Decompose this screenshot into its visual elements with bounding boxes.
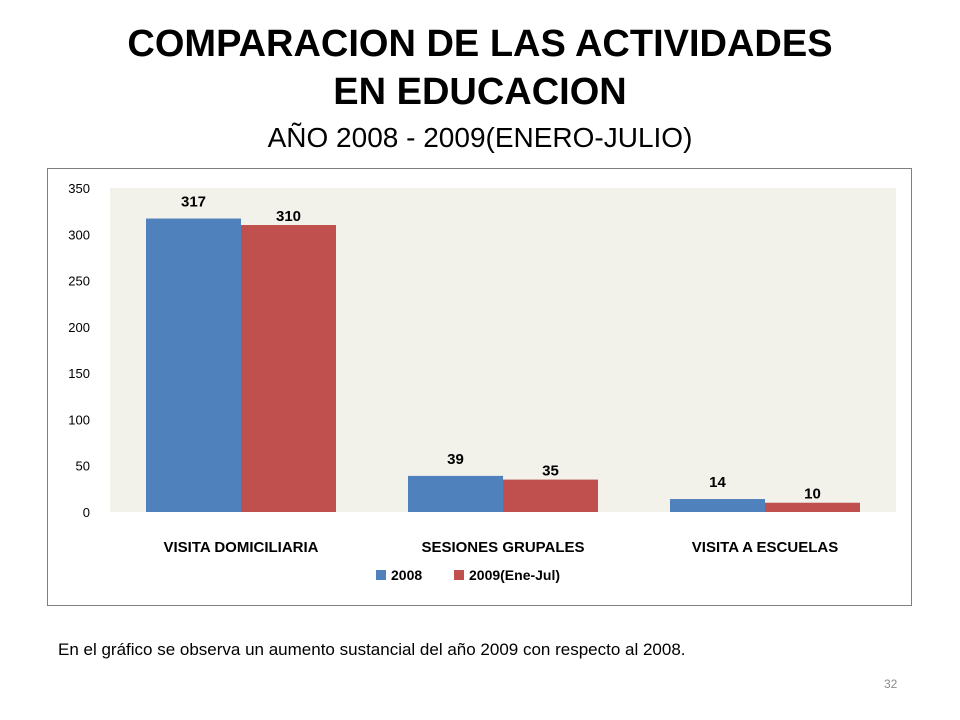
- slide-title-block: COMPARACION DE LAS ACTIVIDADES EN EDUCAC…: [0, 20, 960, 158]
- data-label: 317: [181, 194, 206, 211]
- slide-title-line-1: COMPARACION DE LAS ACTIVIDADES: [127, 23, 833, 65]
- slide-title-line-2: EN EDUCACION: [333, 71, 627, 113]
- chart-frame: 0 50 100 150 200 250 300 350 317 310 VISITA DOMICI…: [47, 168, 912, 606]
- x-category-label: VISITA A ESCUELAS: [692, 539, 838, 556]
- y-tick-label: 50: [76, 459, 90, 474]
- y-tick-label: 350: [68, 181, 90, 196]
- bar: [765, 502, 860, 512]
- bar: [408, 475, 503, 512]
- legend-label: 2009(Ene-Jul): [469, 567, 560, 583]
- data-label: 14: [709, 474, 726, 491]
- data-label: 10: [804, 486, 821, 503]
- bar: [146, 218, 241, 512]
- data-label: 39: [447, 451, 464, 468]
- data-label: 35: [542, 463, 559, 480]
- y-tick-label: 100: [68, 412, 90, 427]
- bar: [670, 499, 765, 512]
- x-category-label: VISITA DOMICILIARIA: [164, 539, 319, 556]
- legend-swatch: [454, 570, 464, 580]
- page-number: 32: [884, 677, 898, 691]
- y-tick-label: 0: [83, 505, 90, 520]
- y-tick-label: 150: [68, 366, 90, 381]
- bar: [241, 225, 336, 512]
- bar-chart: 0 50 100 150 200 250 300 350 317 310 VISITA DOMICI…: [68, 181, 896, 583]
- chart-caption: En el gráfico se observa un aumento sust…: [58, 640, 686, 659]
- y-tick-label: 300: [68, 227, 90, 242]
- y-tick-label: 250: [68, 274, 90, 289]
- legend-label: 2008: [391, 567, 422, 583]
- bar: [503, 479, 598, 512]
- slide-subtitle: AÑO 2008 - 2009(ENERO-JULIO): [267, 122, 693, 153]
- data-label: 310: [276, 208, 301, 225]
- x-category-label: SESIONES GRUPALES: [421, 539, 584, 556]
- legend-swatch: [376, 570, 386, 580]
- y-tick-label: 200: [68, 320, 90, 335]
